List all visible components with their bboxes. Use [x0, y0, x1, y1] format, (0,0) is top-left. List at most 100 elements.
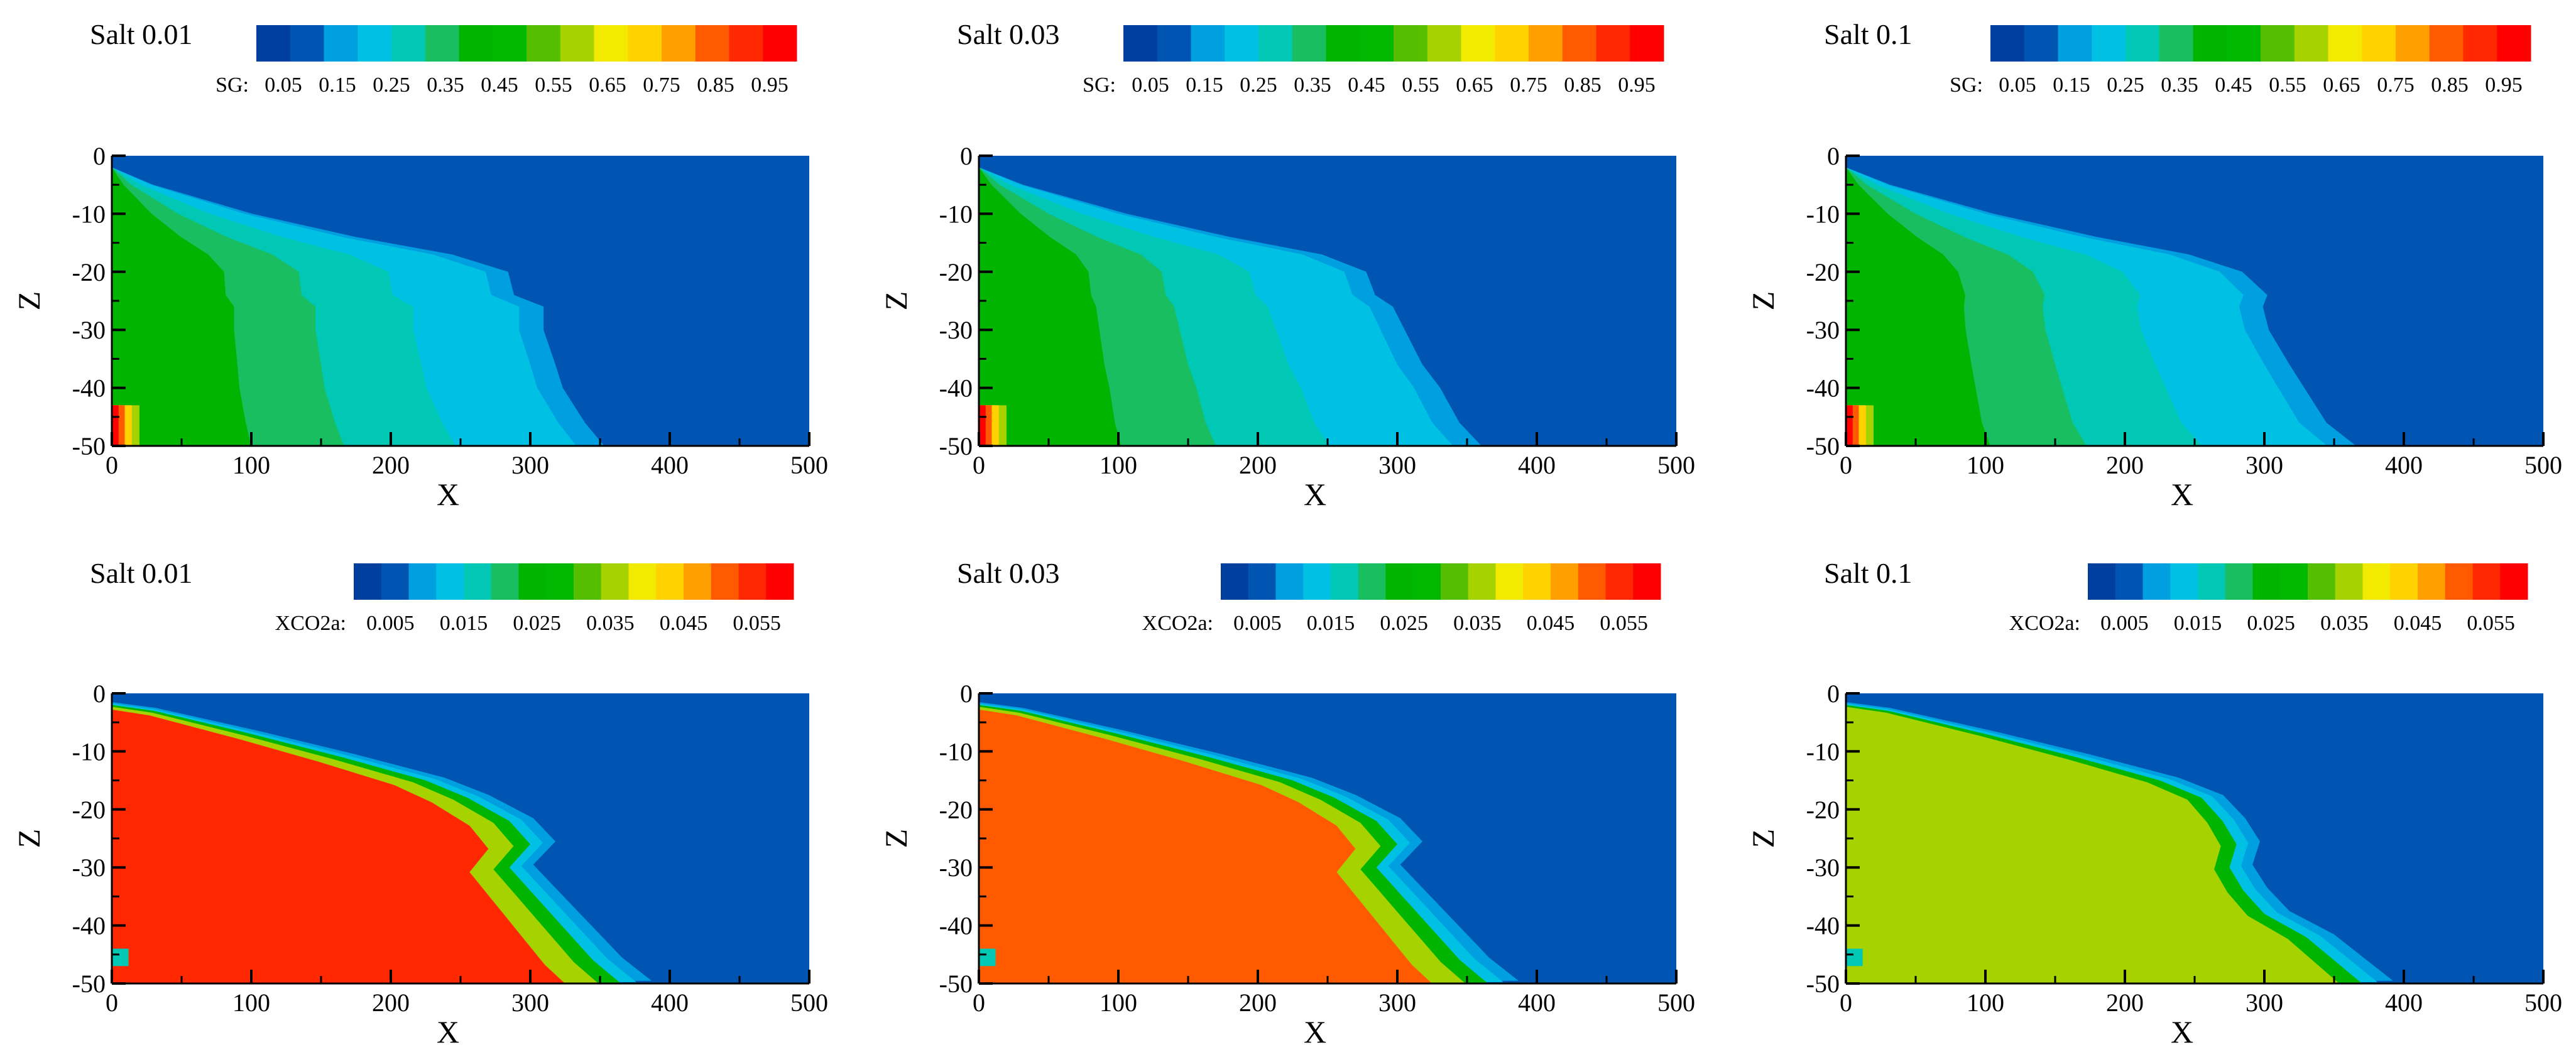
colorbar-tick-label: 0.55: [535, 73, 572, 97]
colorbar: SG: 0.05 0.15 0.25 0.35 0.45 0.55 0.65 0.75 0.85 0…: [1950, 25, 2531, 97]
y-tick-label: -30: [72, 316, 106, 344]
colorbar-tick-label: 0.055: [2467, 612, 2515, 635]
colorbar-swatch: [1495, 25, 1529, 62]
x-tick-label: 0: [1840, 451, 1852, 479]
x-tick-label: 100: [1100, 989, 1137, 1017]
colorbar-swatch: [1221, 563, 1249, 600]
colorbar-swatch: [1123, 25, 1158, 62]
colorbar-swatch: [2058, 25, 2092, 62]
y-tick-label: -30: [72, 853, 106, 882]
plume-contour-5: [979, 693, 1433, 983]
colorbar-swatch: [1413, 563, 1441, 600]
y-tick-label: -40: [72, 374, 106, 403]
axes: 0 100 200 300 400 500 0 -10 -20 -30 -40 -50 X Z: [878, 142, 1695, 512]
well-zone-1: [112, 948, 129, 967]
colorbar-swatch: [357, 25, 392, 62]
x-tick-label: 0: [106, 451, 118, 479]
colorbar-swatch: [1605, 563, 1634, 600]
colorbar-tick-label: 0.05: [1999, 73, 2036, 97]
colorbar-label: SG:: [216, 73, 249, 97]
colorbar-swatch: [1990, 25, 2025, 62]
y-tick-label: -10: [939, 200, 973, 228]
colorbar-tick-label: 0.005: [366, 612, 415, 635]
well-zone-4: [1846, 405, 1853, 446]
axes: 0 100 200 300 400 500 0 -10 -20 -30 -40 -50 X Z: [11, 142, 828, 512]
colorbar-swatch: [1495, 563, 1524, 600]
x-tick-label: 500: [2524, 989, 2562, 1017]
colorbar-tick-label: 0.025: [2247, 612, 2295, 635]
colorbar-swatch: [1441, 563, 1469, 600]
y-tick-label: 0: [1827, 142, 1840, 170]
chart-panel-2: Salt 0.03 SG: 0.05 0.15 0.25 0.35 0.45 0.55 0.65…: [878, 18, 1695, 512]
colorbar-tick-label: 0.025: [1380, 612, 1428, 635]
colorbar-tick-label: 0.75: [1510, 73, 1547, 97]
plot-area: [1846, 693, 2543, 983]
colorbar-swatch: [2362, 25, 2396, 62]
x-tick-label: 200: [2106, 451, 2144, 479]
colorbar-swatch: [1225, 25, 1259, 62]
x-tick-label: 400: [2385, 451, 2423, 479]
colorbar: XCO2a: 0.005 0.015 0.025 0.035 0.045 0.055: [275, 563, 794, 635]
colorbar-swatch: [2429, 25, 2464, 62]
colorbar-tick-label: 0.95: [2485, 73, 2523, 97]
y-axis-title: Z: [11, 291, 46, 311]
colorbar-swatch: [1326, 25, 1360, 62]
colorbar-swatch: [1360, 25, 1394, 62]
y-axis-title: Z: [11, 829, 46, 848]
y-tick-label: -30: [1806, 316, 1840, 344]
colorbar-tick-label: 0.055: [1600, 612, 1648, 635]
colorbar-swatch: [2328, 25, 2362, 62]
colorbar-swatch: [408, 563, 437, 600]
x-tick-label: 400: [1518, 989, 1556, 1017]
colorbar-swatch: [738, 563, 767, 600]
colorbar-tick-label: 0.55: [2269, 73, 2306, 97]
x-tick-label: 500: [790, 451, 828, 479]
plume-contour-5: [1846, 693, 2306, 983]
colorbar-label: XCO2a:: [275, 612, 346, 635]
y-tick-label: -20: [72, 796, 106, 824]
x-tick-label: 300: [511, 451, 549, 479]
y-tick-label: -10: [1806, 737, 1840, 766]
x-tick-label: 400: [2385, 989, 2423, 1017]
colorbar-swatch: [2142, 563, 2171, 600]
x-tick-label: 400: [651, 989, 689, 1017]
colorbar-swatch: [1358, 563, 1386, 600]
colorbar-tick-label: 0.55: [1402, 73, 1439, 97]
x-tick-label: 300: [511, 989, 549, 1017]
colorbar-tick-label: 0.035: [586, 612, 635, 635]
x-tick-label: 500: [790, 989, 828, 1017]
plot-area: [979, 693, 1676, 983]
colorbar-tick-label: 0.15: [319, 73, 356, 97]
y-tick-label: 0: [960, 680, 973, 708]
x-tick-label: 0: [1840, 989, 1852, 1017]
colorbar-swatch: [2396, 25, 2430, 62]
colorbar-tick-label: 0.045: [2394, 612, 2442, 635]
x-tick-label: 400: [651, 451, 689, 479]
y-tick-label: -10: [72, 200, 106, 228]
colorbar-tick-label: 0.25: [373, 73, 410, 97]
plot-area: [112, 693, 809, 983]
colorbar-swatch: [1529, 25, 1563, 62]
colorbar-swatch: [2024, 25, 2058, 62]
well-zone-4: [979, 405, 986, 446]
panel-title: Salt 0.1: [1824, 18, 1913, 50]
colorbar-swatch: [459, 25, 493, 62]
colorbar-swatch: [594, 25, 628, 62]
axes: 0 100 200 300 400 500 0 -10 -20 -30 -40 -50 X Z: [878, 680, 1695, 1049]
x-tick-label: 0: [973, 989, 985, 1017]
colorbar-tick-label: 0.015: [2174, 612, 2222, 635]
panel-title: Salt 0.01: [90, 18, 193, 50]
colorbar-tick-label: 0.25: [1240, 73, 1277, 97]
x-tick-label: 100: [1967, 989, 2004, 1017]
colorbar-swatch: [491, 563, 519, 600]
y-tick-label: 0: [93, 680, 106, 708]
colorbar-tick-label: 0.35: [2161, 73, 2198, 97]
panel-title: Salt 0.03: [957, 18, 1060, 50]
x-tick-label: 400: [1518, 451, 1556, 479]
x-tick-label: 0: [106, 989, 118, 1017]
colorbar-tick-label: 0.035: [2320, 612, 2369, 635]
colorbar-swatch: [1630, 25, 1664, 62]
colorbar-swatch: [628, 563, 657, 600]
plume-contour-5: [1846, 156, 1990, 446]
colorbar-swatch: [1578, 563, 1606, 600]
